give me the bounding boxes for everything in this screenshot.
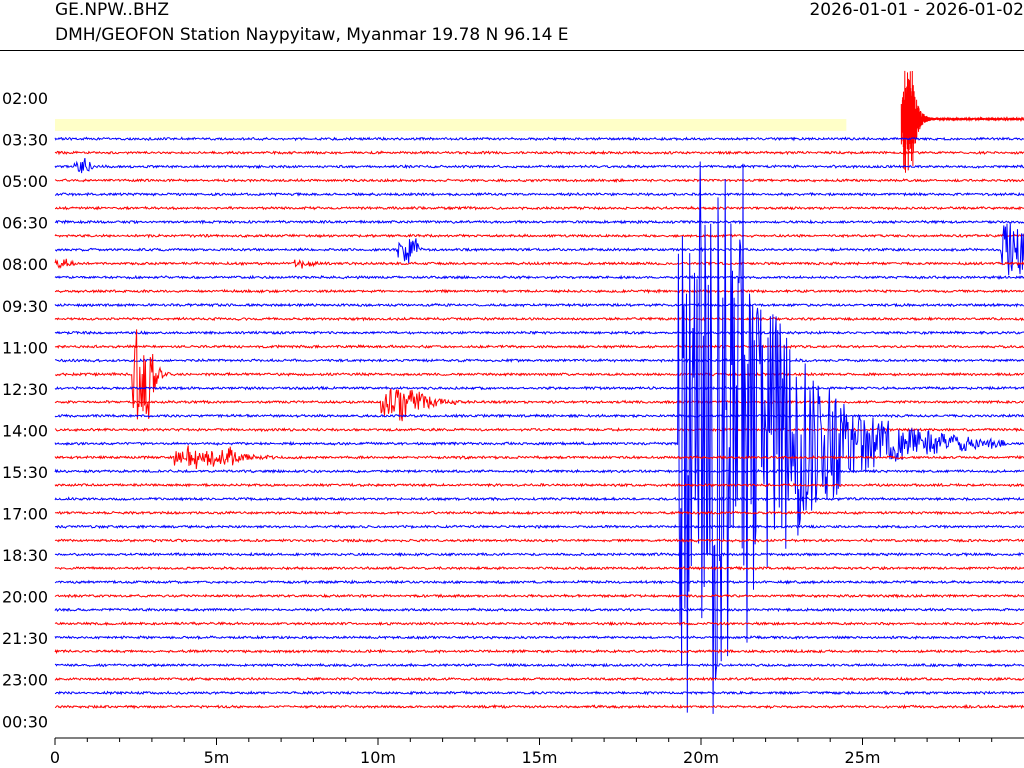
- y-tick-label: 21:30: [2, 629, 48, 648]
- x-tick-label: 5m: [204, 748, 230, 767]
- trace-line: [54, 388, 1024, 422]
- trace-line: [54, 357, 1024, 364]
- trace-line: [54, 662, 1024, 668]
- data-gap-layer: [55, 119, 847, 131]
- y-tick-label: 00:30: [2, 712, 48, 731]
- trace-line: [54, 316, 1024, 322]
- y-tick-label: 23:00: [2, 671, 48, 690]
- trace-line: [54, 676, 1024, 682]
- trace-line: [54, 482, 1024, 488]
- trace-line: [54, 330, 1024, 336]
- trace-line: [54, 551, 1024, 558]
- y-tick-label: 09:30: [2, 297, 48, 316]
- trace-line: [54, 161, 1024, 714]
- trace-line: [54, 579, 1024, 585]
- y-tick-label: 03:30: [2, 131, 48, 150]
- trace-line: [54, 385, 1024, 391]
- trace-line: [54, 157, 1024, 174]
- y-tick-label: 18:30: [2, 546, 48, 565]
- trace-line: [54, 233, 1024, 239]
- trace-line: [900, 70, 1024, 173]
- x-tick-label: 25m: [845, 748, 881, 767]
- trace-line: [54, 690, 1024, 696]
- trace-line: [54, 468, 1024, 474]
- trace-line: [54, 607, 1024, 613]
- trace-line: [54, 427, 1024, 433]
- trace-line: [54, 510, 1024, 516]
- trace-line: [54, 219, 1024, 225]
- y-tick-label: 14:00: [2, 421, 48, 440]
- trace-line: [54, 634, 1024, 641]
- trace-line: [54, 445, 1024, 470]
- trace-line: [55, 329, 1024, 420]
- y-tick-label: 02:00: [2, 89, 48, 108]
- trace-line: [54, 496, 1024, 502]
- trace-line: [54, 593, 1024, 599]
- trace-line: [55, 223, 1024, 276]
- trace-line: [54, 565, 1024, 571]
- trace-line: [54, 150, 1024, 156]
- y-tick-label: 11:00: [2, 338, 48, 357]
- trace-line: [54, 648, 1024, 655]
- trace-line: [54, 621, 1024, 627]
- x-axis: 0 5m 10m 15m 20m 25m: [50, 737, 1024, 767]
- y-tick-label: 06:30: [2, 214, 48, 233]
- trace-line: [54, 191, 1024, 197]
- data-gap-highlight: [55, 119, 847, 131]
- trace-line: [54, 274, 1024, 280]
- trace-line: [54, 177, 1024, 183]
- trace-line: [55, 205, 1024, 211]
- y-tick-label: 08:00: [2, 255, 48, 274]
- trace-line: [54, 344, 1024, 350]
- trace-line: [54, 524, 1024, 530]
- station-subtitle: DMH/GEOFON Station Naypyitaw, Myanmar 19…: [55, 25, 569, 45]
- x-tick-label: 10m: [360, 748, 396, 767]
- trace-line: [54, 413, 1024, 419]
- y-tick-labels: 02:00 03:30 05:00 06:30 08:00 09:30 11:00 12:30…: [2, 89, 48, 731]
- date-range: 2026-01-01 - 2026-01-02: [809, 0, 1024, 20]
- trace-line: [54, 302, 1024, 308]
- trace-line: [54, 258, 1024, 269]
- x-tick-label: 20m: [683, 748, 719, 767]
- trace-line: [54, 288, 1024, 295]
- y-tick-label: 20:00: [2, 588, 48, 607]
- x-tick-label: 0: [50, 748, 60, 767]
- y-tick-label: 15:30: [2, 463, 48, 482]
- trace-line: [54, 538, 1024, 544]
- y-tick-label: 17:00: [2, 505, 48, 524]
- trace-line: [54, 136, 1024, 142]
- x-tick-label: 15m: [522, 748, 558, 767]
- station-title: GE.NPW..BHZ: [55, 0, 170, 20]
- trace-layer: [54, 70, 1024, 714]
- y-tick-label: 12:30: [2, 380, 48, 399]
- y-tick-label: 05:00: [2, 172, 48, 191]
- trace-line: [54, 703, 1024, 710]
- header-divider: [0, 50, 1024, 51]
